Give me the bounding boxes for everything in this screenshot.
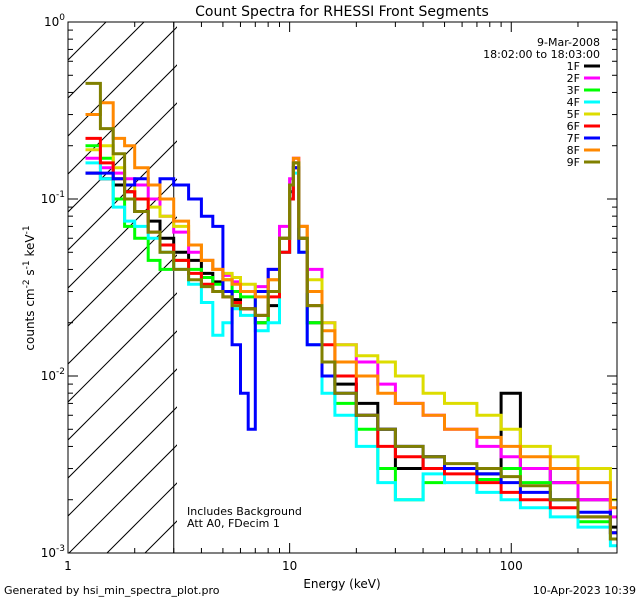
legend-item: 1F (567, 60, 600, 73)
annotation-attenuator: Att A0, FDecim 1 (187, 517, 280, 530)
hatch-line (68, 64, 177, 175)
chart-title: Count Spectra for RHESSI Front Segments (195, 4, 489, 20)
y-axis-label-part: s (23, 269, 37, 279)
legend-label: 3F (567, 84, 580, 97)
plot-frame (67, 21, 618, 554)
legend-item: 7F (567, 132, 600, 145)
y-axis-label-exponent: -1 (22, 225, 32, 234)
x-tick-label: 100 (500, 559, 523, 573)
x-tick-label: 1 (64, 559, 72, 573)
footer-timestamp: 10-Apr-2023 10:39 (532, 584, 636, 597)
legend-label: 5F (567, 108, 580, 121)
hatch-line (106, 482, 177, 553)
y-tick-label: 10-1 (41, 190, 65, 206)
legend-item: 6F (567, 120, 600, 133)
legend-item: 3F (567, 84, 600, 97)
hatch-line (68, 406, 177, 517)
hatch-line (68, 216, 177, 327)
legend-label: 8F (567, 144, 580, 157)
y-tick-label: 10-2 (41, 367, 65, 383)
series-line-7F (85, 166, 617, 535)
time-range-label: 18:02:00 to 18:03:00 (483, 48, 600, 61)
legend-item: 4F (567, 96, 600, 109)
x-tick-labels: 1 10 100 (64, 559, 523, 573)
y-tick-label: 100 (44, 13, 65, 29)
hatch-line (68, 254, 177, 365)
hatch-line (68, 444, 177, 553)
hatched-region (68, 22, 177, 553)
y-axis-label-exponent: -2 (22, 279, 32, 288)
legend-label: 9F (567, 156, 580, 169)
x-tick-label: 10 (282, 559, 297, 573)
annotation-background: Includes Background (187, 505, 302, 518)
x-axis-label: Energy (keV) (303, 577, 380, 591)
series-layer (85, 81, 617, 548)
hatch-line (68, 22, 107, 61)
hatch-line (68, 22, 69, 23)
y-tick-label: 10-3 (41, 544, 65, 560)
hatch-line (68, 102, 177, 213)
y-axis-label-part: counts cm (23, 288, 37, 350)
hatch-line (68, 178, 177, 289)
footer-generated-by: Generated by hsi_min_spectra_plot.pro (4, 584, 220, 597)
hatch-line (68, 368, 177, 479)
legend-label: 7F (567, 132, 580, 145)
y-tick-labels: 10-3 10-2 10-1 100 (41, 13, 66, 560)
legend-label: 1F (567, 60, 580, 73)
legend-item: 5F (567, 108, 600, 121)
legend-label: 2F (567, 72, 580, 85)
series-line-9F (85, 81, 617, 541)
legend-item: 8F (567, 144, 600, 157)
series-line-4F (85, 161, 617, 548)
date-label: 9-Mar-2008 (537, 36, 600, 49)
legend-label: 6F (567, 120, 580, 133)
y-axis-label-part: keV (23, 234, 37, 261)
legend-label: 4F (567, 96, 580, 109)
legend-item: 2F (567, 72, 600, 85)
series-line-2F (85, 156, 617, 519)
hatch-line (68, 26, 177, 137)
axis-ticks (67, 21, 618, 554)
y-axis-label: counts cm-2 s-1 keV-1 (22, 225, 37, 350)
y-axis-label-exponent: -1 (22, 260, 32, 269)
legend-item: 9F (567, 156, 600, 169)
